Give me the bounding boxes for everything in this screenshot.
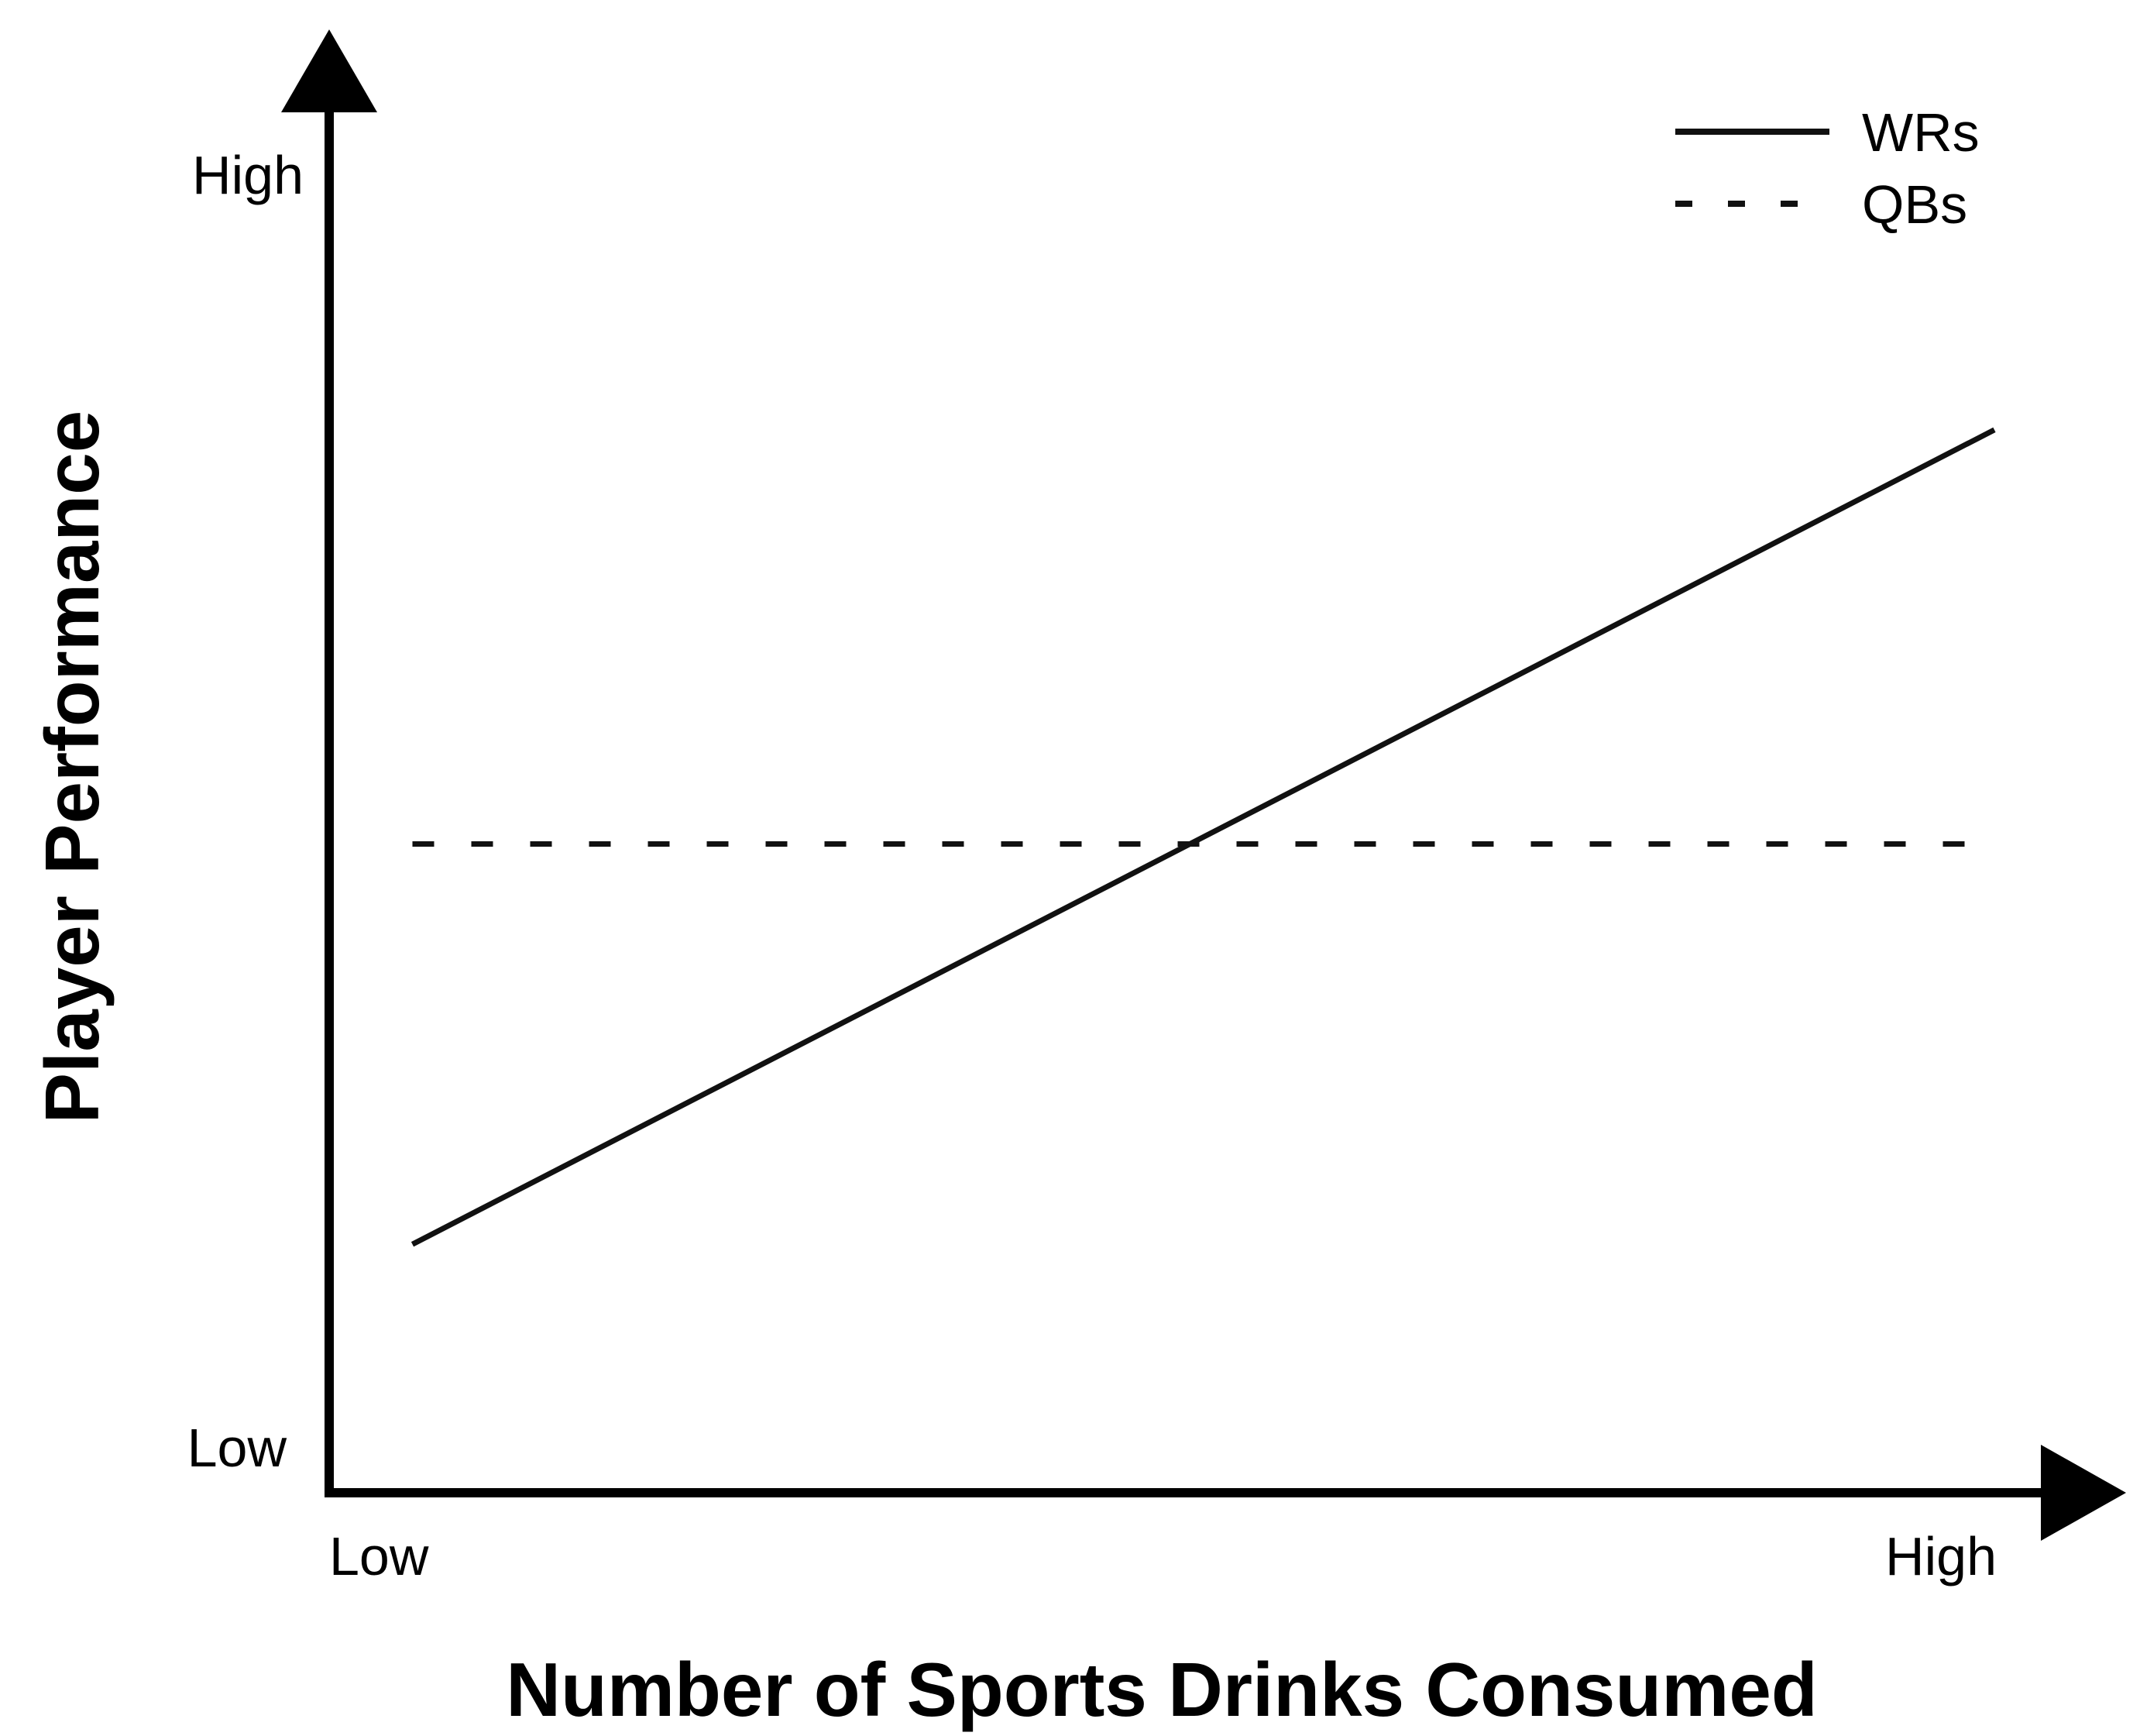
y-tick-low: Low: [187, 1418, 287, 1478]
x-tick-high: High: [1885, 1526, 1997, 1586]
y-axis-arrow-icon: [281, 29, 377, 112]
legend: WRs QBs: [1675, 102, 1980, 235]
y-tick-high: High: [192, 145, 304, 205]
x-axis-arrow-icon: [2041, 1445, 2126, 1541]
y-axis-title: Player Performance: [29, 411, 115, 1124]
legend-label-qbs: QBs: [1862, 174, 1967, 235]
x-axis-title: Number of Sports Drinks Consumed: [506, 1647, 1817, 1732]
axes: [281, 29, 2126, 1541]
series-line-wrs: [410, 427, 1996, 1247]
x-tick-low: Low: [329, 1526, 429, 1586]
legend-label-wrs: WRs: [1862, 102, 1980, 163]
series-layer: [410, 427, 1996, 1247]
